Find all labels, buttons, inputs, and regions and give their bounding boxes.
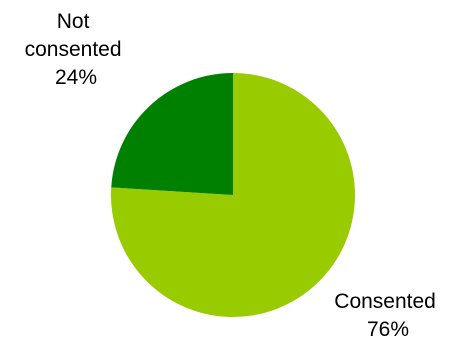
slice-label-not-consented-line2: consented [25,38,122,61]
slice-value-consented: 76% [367,318,409,341]
slice-label-consented-name: Consented [334,290,436,313]
slice-value-not-consented: 24% [55,66,97,89]
pie-slice-not-consented [111,73,233,195]
pie-slice-consented [110,73,355,317]
slice-label-consented: Consented 76% [334,290,441,341]
pie-slices [110,73,355,317]
slice-label-not-consented: Not consented 24% [25,10,128,89]
slice-label-not-consented-line1: Not [57,10,90,33]
